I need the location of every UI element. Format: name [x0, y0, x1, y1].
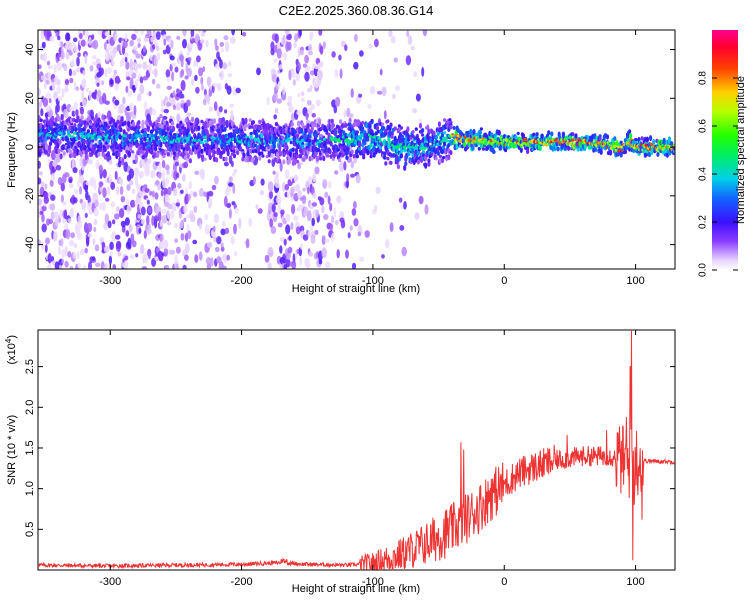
colorbar-tick-label-1: 0.2: [698, 215, 709, 229]
colorbar-gradient: [712, 30, 738, 270]
snr-y-tick-label-3: 2.0: [24, 400, 36, 415]
snr-y-scale: (x104): [4, 335, 18, 365]
y-tick-label-4: 40: [24, 43, 36, 55]
figure-title: C2E2.2025.360.08.36.G14: [279, 3, 434, 18]
snr-x-tick-label-2: -100: [362, 576, 384, 588]
snr-panel: -300 -200 -100 0 100 0.5 1.0 1.5 2.0 2.5 Height o…: [4, 329, 676, 595]
y-tick-label-2: 0: [24, 144, 36, 150]
spectrogram-x-label: Height of straight line (km): [292, 283, 420, 295]
snr-y-tick-label-2: 1.5: [24, 440, 36, 455]
colorbar-tick-label-0: 0.0: [698, 263, 709, 277]
spectrogram-frame: [37, 29, 676, 270]
spectrogram-heatmap: [38, 30, 675, 269]
snr-x-tick-label-1: -200: [231, 576, 253, 588]
x-tick-label-3: 0: [501, 275, 507, 287]
y-tick-label-0: -40: [24, 237, 36, 253]
y-tick-label-3: 20: [24, 92, 36, 104]
snr-y-label: SNR (10 * v/v): [6, 415, 18, 485]
colorbar-tick-label-2: 0.4: [698, 167, 709, 181]
spectrogram-y-label: Frequency (Hz): [6, 112, 18, 188]
colorbar-ticks: 0.0 0.2 0.4 0.6 0.8: [698, 71, 738, 277]
snr-ticks: -300 -200 -100 0 100 0.5 1.0 1.5 2.0 2.5: [24, 330, 675, 588]
snr-y-tick-label-1: 1.0: [24, 481, 36, 496]
colorbar-label: Normalized spectral amplitude: [735, 76, 747, 224]
snr-x-tick-label-3: 0: [501, 576, 507, 588]
x-tick-label-1: -200: [231, 275, 253, 287]
x-tick-label-2: -100: [362, 275, 384, 287]
colorbar-tick-label-4: 0.8: [698, 71, 709, 85]
snr-line: [37, 329, 676, 571]
snr-x-tick-label-4: 100: [626, 576, 644, 588]
colorbar: 0.0 0.2 0.4 0.6 0.8 Normalized spectral ampl…: [698, 30, 747, 277]
snr-x-label: Height of straight line (km): [292, 583, 420, 595]
snr-series-line: [37, 329, 676, 571]
snr-y-tick-label-4: 2.5: [24, 359, 36, 374]
snr-y-scale-exponent: 4: [4, 338, 13, 343]
x-tick-label-4: 100: [626, 275, 644, 287]
snr-x-tick-label-0: -300: [99, 576, 121, 588]
snr-frame: [37, 329, 676, 571]
snr-y-tick-label-0: 0.5: [24, 522, 36, 537]
colorbar-tick-label-3: 0.6: [698, 119, 709, 133]
y-tick-label-1: -20: [24, 188, 36, 204]
x-tick-label-0: -300: [99, 275, 121, 287]
